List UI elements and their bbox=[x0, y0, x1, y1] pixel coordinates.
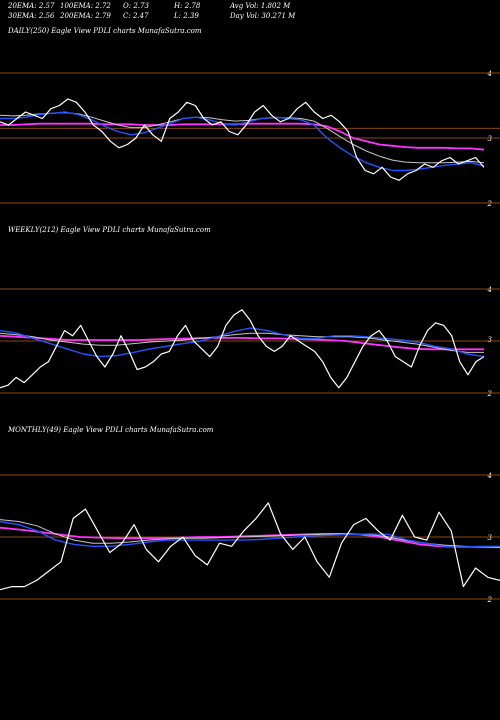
weekly-series-ema-fast bbox=[0, 327, 485, 358]
header-day-vol: Day Vol: 30.271 M bbox=[230, 12, 296, 20]
header-close: C: 2.47 bbox=[123, 12, 149, 20]
header-low: L: 2.39 bbox=[174, 12, 199, 20]
daily-series-ema-fast bbox=[0, 111, 485, 172]
weekly-series-price bbox=[0, 309, 485, 389]
monthly-ytick-3: 3 bbox=[487, 534, 492, 542]
daily-series-ema-mid bbox=[0, 112, 485, 164]
daily-ytick-4: 4 bbox=[487, 70, 492, 78]
daily-ytick-2: 2 bbox=[487, 200, 492, 208]
weekly-ytick-4: 4 bbox=[487, 286, 492, 294]
panel-title-weekly: WEEKLY(212) Eagle View PDLI charts Munaf… bbox=[8, 226, 211, 234]
daily-series-price bbox=[0, 98, 485, 181]
weekly-ytick-2: 2 bbox=[487, 390, 492, 398]
header-high: H: 2.78 bbox=[174, 2, 201, 10]
weekly-series-ema-slow bbox=[0, 334, 484, 351]
header-avg-vol: Avg Vol: 1.802 M bbox=[230, 2, 291, 10]
monthly-series-ema-fast bbox=[0, 520, 500, 548]
monthly-ytick-4: 4 bbox=[487, 472, 492, 480]
weekly-ytick-3: 3 bbox=[487, 336, 492, 344]
daily-series-ema-slow bbox=[0, 122, 485, 151]
header-ema200: 200EMA: 2.79 bbox=[60, 12, 111, 20]
header-open: O: 2.73 bbox=[123, 2, 149, 10]
panel-title-daily: DAILY(250) Eagle View PDLI charts Munafa… bbox=[8, 27, 202, 35]
monthly-series-ema-slow bbox=[0, 526, 500, 548]
monthly-ytick-2: 2 bbox=[487, 596, 492, 604]
header-ema30: 30EMA: 2.56 bbox=[8, 12, 55, 20]
monthly-series-price bbox=[0, 502, 500, 591]
weekly-series-ema-mid bbox=[0, 332, 484, 353]
header-ema100: 100EMA: 2.72 bbox=[60, 2, 111, 10]
header-ema20: 20EMA: 2.57 bbox=[8, 2, 55, 10]
panel-title-monthly: MONTHLY(49) Eagle View PDLI charts Munaf… bbox=[8, 426, 214, 434]
daily-ytick-3: 3 bbox=[487, 135, 492, 143]
